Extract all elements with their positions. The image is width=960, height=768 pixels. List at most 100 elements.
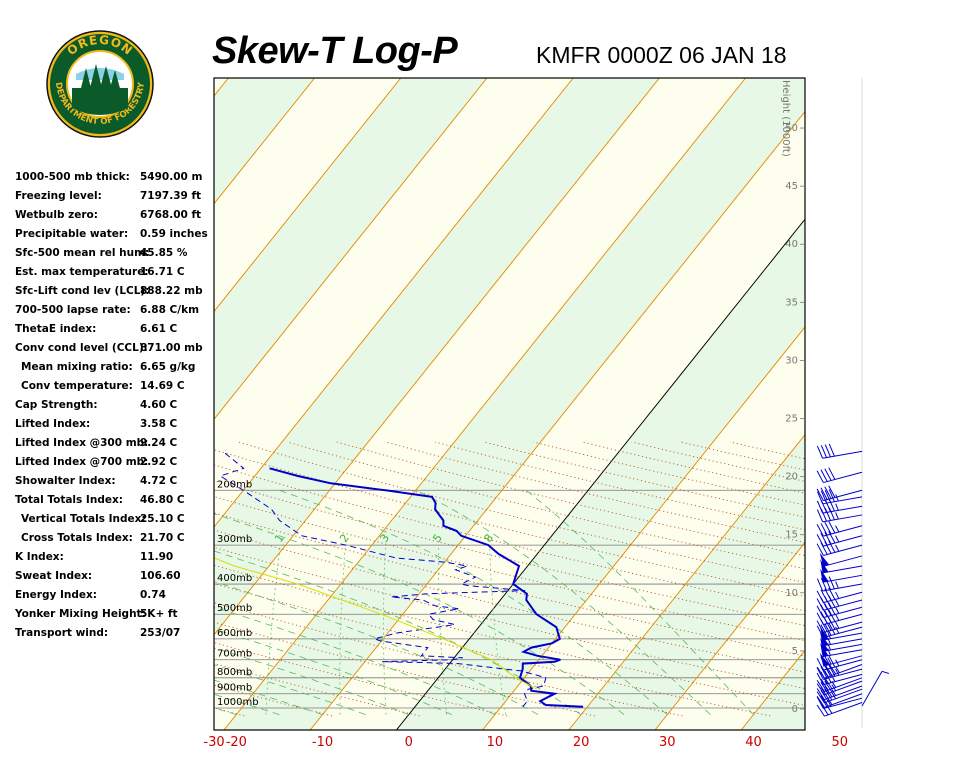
index-label: Lifted Index: bbox=[15, 418, 91, 430]
index-label: Vertical Totals Index: bbox=[21, 513, 146, 525]
wind-barb-staff bbox=[822, 643, 863, 652]
index-value: 4.60 C bbox=[140, 399, 178, 411]
index-row: Vertical Totals Index: 25.10 C bbox=[15, 510, 215, 529]
mixing-ratio-line bbox=[489, 545, 507, 715]
wind-barb-half bbox=[881, 670, 889, 674]
wind-barb-full bbox=[816, 509, 824, 523]
wind-barb-half bbox=[827, 657, 832, 665]
index-value: 21.70 C bbox=[140, 532, 185, 544]
index-label: Mean mixing ratio: bbox=[21, 361, 133, 373]
index-value: 45.85 % bbox=[140, 247, 188, 259]
wind-barb-full bbox=[824, 486, 832, 499]
height-axis-label: Height (1000ft) bbox=[780, 80, 791, 157]
index-row: Lifted Index @300 mb: 9.24 C bbox=[15, 434, 215, 453]
wind-barb-half bbox=[835, 599, 840, 607]
wind-barb-full bbox=[820, 589, 828, 602]
wind-barb bbox=[816, 685, 863, 701]
wind-barb-full bbox=[816, 605, 824, 618]
index-row: Wetbulb zero: 6768.00 ft bbox=[15, 206, 215, 225]
index-value: 7197.39 ft bbox=[140, 190, 202, 202]
wind-barb-staff bbox=[823, 613, 863, 626]
odf-logo: OREGON DEPARTMENT OF FORESTRY bbox=[46, 30, 154, 138]
wind-barb-full bbox=[828, 443, 835, 457]
temperature-tick-label: 20 bbox=[573, 735, 590, 750]
wind-barbs bbox=[816, 443, 889, 717]
isotherm-line bbox=[914, 78, 960, 730]
temperature-tick-label: 0 bbox=[405, 735, 413, 750]
index-row: 700-500 lapse rate: 6.88 C/km bbox=[15, 301, 215, 320]
index-row: Sweat Index: 106.60 bbox=[15, 567, 215, 586]
height-tick-label: 40 bbox=[785, 239, 798, 250]
isotherm-bands bbox=[214, 78, 805, 730]
wind-barb-flag bbox=[819, 652, 830, 667]
isotherm-line bbox=[214, 78, 229, 97]
wind-barb-full bbox=[816, 691, 825, 704]
wind-barb-half bbox=[827, 698, 833, 705]
wind-barb-full bbox=[828, 576, 835, 590]
index-label: Cross Totals Index: bbox=[21, 532, 133, 544]
index-label: Conv temperature: bbox=[21, 380, 133, 392]
wind-barb-half bbox=[827, 631, 831, 639]
index-row: Transport wind: 253/07 bbox=[15, 624, 215, 643]
wind-barb-half bbox=[835, 591, 840, 599]
moist-adiabat bbox=[214, 550, 582, 715]
wind-barb-staff bbox=[824, 664, 863, 679]
index-row: 1000-500 mb thick: 5490.00 m bbox=[15, 168, 215, 187]
wind-barb-full bbox=[820, 686, 829, 699]
isotherm-line bbox=[568, 434, 805, 730]
temperature-tick-label: -30 bbox=[203, 735, 224, 750]
wind-barb-full bbox=[816, 488, 824, 501]
index-label: Sfc-500 mean rel hum: bbox=[15, 247, 150, 259]
index-label: Lifted Index @700 mb: bbox=[15, 456, 149, 468]
moist-adiabat bbox=[214, 606, 496, 715]
height-axis: 0 5 10 15 20 25 30 35 40 45 50 bbox=[785, 123, 805, 715]
dry-adiabat bbox=[214, 642, 508, 717]
index-row: ThetaE index: 6.61 C bbox=[15, 320, 215, 339]
pressure-label: 300mb bbox=[217, 534, 252, 545]
wind-barb-full bbox=[816, 578, 824, 592]
wind-barb-full bbox=[816, 695, 825, 708]
height-tick-label: 20 bbox=[785, 472, 798, 483]
index-row: Showalter Index: 4.72 C bbox=[15, 472, 215, 491]
index-label: ThetaE index: bbox=[15, 323, 97, 335]
wind-barb-staff bbox=[822, 574, 863, 583]
index-label: Energy Index: bbox=[15, 589, 97, 601]
dry-adiabat bbox=[214, 707, 245, 717]
index-value: 0.59 inches bbox=[140, 228, 208, 240]
wind-barb-flag bbox=[820, 568, 829, 583]
index-value: 106.60 bbox=[140, 570, 181, 582]
wind-barb-full bbox=[816, 534, 824, 547]
moist-adiabat bbox=[214, 693, 280, 715]
moist-adiabat bbox=[416, 489, 711, 715]
index-value: 0.74 bbox=[140, 589, 166, 601]
wind-barb-half bbox=[835, 503, 839, 511]
pressure-label: 700mb bbox=[217, 649, 252, 660]
wind-barb bbox=[816, 576, 863, 592]
chart-title: Skew-T Log-P bbox=[212, 30, 458, 72]
wind-barb-staff bbox=[822, 514, 863, 523]
wind-barb-staff bbox=[823, 626, 863, 638]
wind-barb-half bbox=[835, 494, 839, 502]
wind-barb-full bbox=[820, 487, 828, 500]
moist-adiabat bbox=[525, 489, 754, 715]
index-row: Lifted Index @700 mb: 2.92 C bbox=[15, 453, 215, 472]
isotherm-line bbox=[214, 78, 574, 528]
pressure-labels: 1000mb 900mb 800mb 700mb 600mb 500mb 400mb 300m… bbox=[217, 479, 259, 708]
wind-barb-full bbox=[816, 491, 824, 505]
wind-barb-half bbox=[827, 707, 833, 714]
height-tick-label: 10 bbox=[785, 588, 798, 599]
wind-barb-half bbox=[835, 544, 840, 552]
mixing-ratio-line bbox=[437, 545, 448, 715]
isotherm-line bbox=[654, 541, 805, 730]
wind-barb-full bbox=[828, 489, 835, 502]
index-label: 1000-500 mb thick: bbox=[15, 171, 130, 183]
pressure-label: 900mb bbox=[217, 683, 252, 694]
index-row: Precipitable water: 0.59 inches bbox=[15, 225, 215, 244]
wind-barb-staff bbox=[823, 535, 863, 547]
index-label: Showalter Index: bbox=[15, 475, 116, 487]
wind-barb-full bbox=[828, 485, 836, 498]
index-value: 2.92 C bbox=[140, 456, 178, 468]
wind-barb-staff bbox=[824, 680, 863, 696]
index-row: Mean mixing ratio: 6.65 g/kg bbox=[15, 358, 215, 377]
index-label: Total Totals Index: bbox=[15, 494, 123, 506]
